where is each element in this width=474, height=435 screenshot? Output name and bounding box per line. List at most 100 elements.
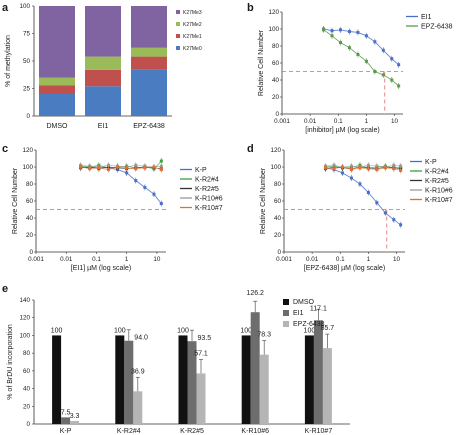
- series-line-k-r10#6: [325, 164, 401, 168]
- point-ei1: [397, 63, 401, 67]
- point-k-r10#7: [159, 168, 163, 172]
- point-k-p: [392, 218, 396, 222]
- bar-k27me3-dmso: [39, 6, 75, 78]
- y-tick-label: 100: [19, 3, 30, 10]
- legend-label: K27Me1: [183, 34, 202, 40]
- legend-swatch: [176, 46, 180, 50]
- y-axis-label: Relative Cell Number: [258, 29, 265, 96]
- y-tick-label: 60: [274, 198, 282, 205]
- panel-d-chart: 0 20 40 60 80 100 120 0.001 0.01 0.1 1 10 [EPZ-6438]…: [260, 147, 453, 272]
- legend-label: K-P: [425, 159, 437, 166]
- x-tick-label: K-R10#6: [241, 428, 269, 435]
- point-k-r10#7: [324, 166, 328, 170]
- point-k-r10#6: [349, 164, 353, 168]
- panel-label-d: d: [247, 143, 254, 155]
- point-epz-6438: [397, 84, 401, 88]
- point-k-r10#6: [134, 163, 138, 167]
- bar-ei1-k-r10#6: [250, 312, 260, 424]
- x-tick-label: 0.1: [336, 256, 345, 263]
- x-axis-label: [inhibitor] µM (log scale): [305, 127, 379, 134]
- x-tick-label: EPZ-6438: [133, 123, 165, 130]
- bar-ei1-k-r2#4: [124, 340, 134, 424]
- point-ei1: [373, 40, 377, 44]
- point-k-r10#6: [106, 163, 110, 167]
- x-axis-label: [EPZ-6438] µM (log scale): [304, 265, 385, 272]
- y-tick-label: 25: [23, 86, 31, 93]
- legend-swatch: [283, 321, 289, 327]
- panel-a-chart: 0 25 50 75 100 % of methylation DMSO EI1 EPZ-643…: [5, 3, 202, 130]
- y-tick-label: 40: [26, 215, 34, 222]
- y-tick-label: 40: [274, 215, 282, 222]
- y-tick-label: 120: [22, 147, 33, 154]
- point-k-p: [143, 185, 147, 189]
- point-k-r10#7: [340, 165, 344, 169]
- y-tick-label: 20: [23, 403, 31, 410]
- fit-curve-epz-6438: [323, 29, 399, 87]
- bar-k27me3-epz-6438: [131, 6, 167, 48]
- bar-dmso-k-r2#4: [115, 335, 125, 424]
- panel-b-chart: 0 20 40 60 80 100 120 0.001 0.01 0.1 1 10 [inhibitor…: [258, 9, 453, 134]
- y-tick-label: 80: [26, 181, 34, 188]
- series-line-k-r10#7: [325, 166, 401, 171]
- x-tick-label: 0.1: [92, 256, 101, 263]
- x-tick-label: 0.001: [28, 256, 44, 263]
- y-axis-label: % of methylation: [5, 35, 12, 87]
- panel-label-b: b: [247, 2, 254, 14]
- x-tick-label: 0.1: [334, 118, 343, 125]
- point-k-r10#7: [375, 168, 379, 172]
- point-k-p: [340, 171, 344, 175]
- bar-k27me2-ei1: [85, 56, 121, 70]
- fit-curve-k-p: [80, 166, 162, 204]
- data-label: 117.1: [310, 305, 327, 312]
- bar-k27me1-ei1: [85, 69, 121, 87]
- point-k-r10#7: [152, 165, 156, 169]
- bar-k27me0-epz-6438: [131, 69, 167, 116]
- x-tick-label: 10: [393, 256, 401, 263]
- point-ei1: [347, 30, 351, 34]
- point-k-p: [358, 182, 362, 186]
- legend-label: K-R10#6: [195, 196, 223, 203]
- panel-label-c: c: [2, 143, 8, 155]
- legend-label: EPZ-6438: [421, 24, 453, 31]
- legend-label: K-R2#5: [195, 186, 219, 193]
- y-tick-label: 60: [272, 60, 280, 67]
- bar-dmso-k-r10#6: [241, 335, 251, 424]
- x-tick-label: K-P: [60, 428, 72, 435]
- point-k-p: [152, 192, 156, 196]
- legend-swatch: [176, 22, 180, 26]
- x-tick-label: 0.001: [276, 256, 292, 263]
- data-label: 7.5: [61, 409, 71, 416]
- legend-label: K-R10#6: [425, 188, 453, 195]
- y-tick-label: 50: [23, 58, 31, 65]
- point-k-r10#6: [375, 164, 379, 168]
- bar-k27me1-dmso: [39, 85, 75, 94]
- x-tick-label: 0.01: [60, 256, 73, 263]
- y-tick-label: 60: [23, 368, 31, 375]
- y-tick-label: 0: [29, 249, 33, 256]
- point-k-p: [159, 202, 163, 206]
- y-tick-label: 120: [268, 9, 279, 16]
- legend-label: EPZ-6438: [293, 321, 325, 328]
- legend-label: K-R2#4: [425, 169, 449, 176]
- point-ei1: [390, 57, 394, 61]
- x-tick-label: 0.01: [306, 256, 319, 263]
- x-tick-label: 1: [125, 256, 129, 263]
- data-label: 100: [114, 327, 126, 334]
- data-label: 3.3: [70, 413, 80, 420]
- point-k-r10#7: [366, 167, 370, 171]
- x-tick-label: DMSO: [47, 123, 69, 130]
- point-epz-6438: [330, 34, 334, 38]
- y-axis-label: Relative Cell Number: [260, 167, 267, 234]
- data-label: 93.5: [198, 335, 212, 342]
- legend-swatch: [176, 10, 180, 14]
- bar-ei1-k-p: [61, 417, 71, 424]
- legend-swatch: [283, 310, 289, 316]
- bar-dmso-k-p: [52, 335, 62, 424]
- point-k-r10#7: [125, 166, 129, 170]
- bar-epz-6438-k-r2#5: [196, 373, 206, 424]
- data-label: 126.2: [246, 290, 264, 297]
- x-tick-label: 10: [153, 256, 161, 263]
- bar-k27me0-ei1: [85, 86, 121, 116]
- y-tick-label: 0: [275, 111, 279, 118]
- y-tick-label: 20: [274, 232, 282, 239]
